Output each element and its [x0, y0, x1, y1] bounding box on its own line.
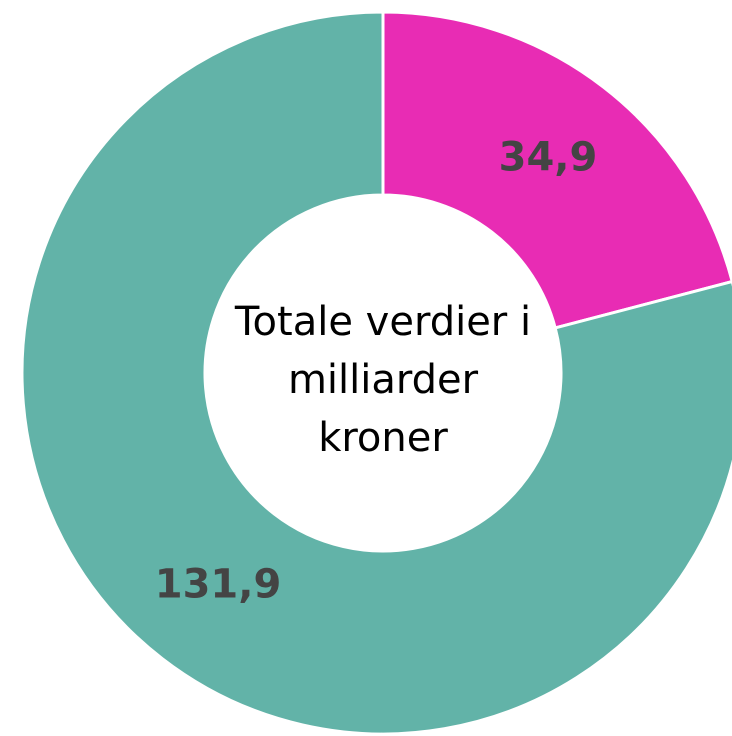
- data-label: 34,9: [499, 134, 598, 180]
- donut-slice: [20, 10, 732, 736]
- donut-slice: [381, 10, 732, 330]
- center-title: Totale verdier i milliarder kroner: [234, 299, 532, 461]
- data-label: 131,9: [155, 562, 282, 608]
